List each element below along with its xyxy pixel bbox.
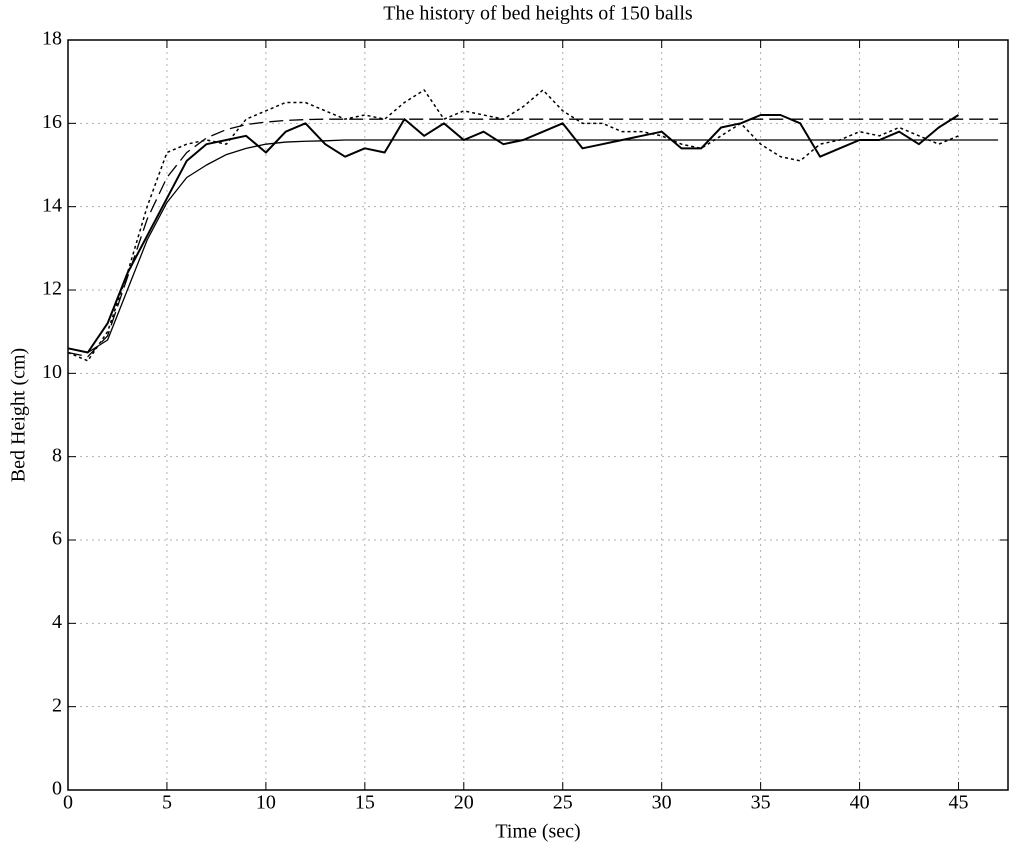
- series-line: [67, 114, 960, 354]
- y-axis-label: Bed Height (cm): [8, 348, 30, 482]
- x-tick-label: 40: [850, 792, 870, 814]
- y-tick-label: 0: [52, 778, 62, 800]
- y-tick-label: 4: [52, 611, 62, 633]
- x-tick-label: 20: [454, 792, 474, 814]
- y-tick-label: 6: [52, 528, 62, 550]
- y-tick-label: 16: [42, 111, 62, 133]
- series-line: [67, 89, 959, 362]
- x-tick-label: 5: [162, 792, 172, 814]
- y-tick-label: 10: [42, 361, 62, 383]
- x-tick-label: 45: [949, 792, 969, 814]
- y-tick-label: 14: [42, 194, 62, 216]
- x-tick-label: 25: [553, 792, 573, 814]
- x-tick-label: 35: [751, 792, 771, 814]
- x-tick-label: 0: [63, 792, 73, 814]
- y-tick-label: 2: [52, 694, 62, 716]
- x-tick-label: 30: [652, 792, 672, 814]
- y-tick-label: 12: [42, 278, 62, 300]
- chart-title: The history of bed heights of 150 balls: [383, 3, 693, 25]
- y-tick-label: 18: [42, 28, 62, 50]
- series-line: [67, 139, 999, 354]
- plot-frame: [67, 39, 1009, 791]
- x-tick-label: 10: [256, 792, 276, 814]
- series-line: [67, 118, 999, 358]
- x-tick-label: 15: [355, 792, 375, 814]
- x-axis-label: Time (sec): [495, 821, 580, 843]
- y-tick-label: 8: [52, 444, 62, 466]
